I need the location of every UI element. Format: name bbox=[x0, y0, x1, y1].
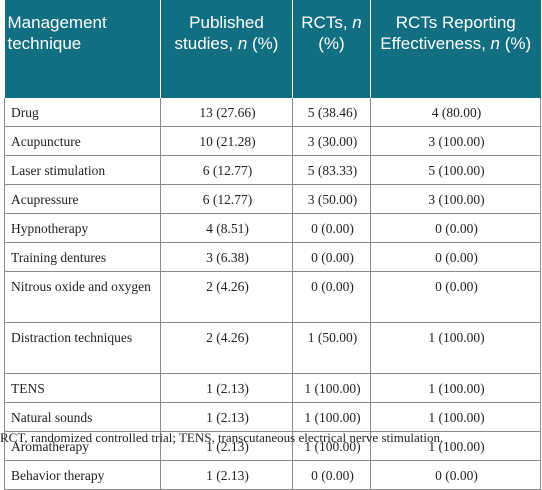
cell-technique: Hypnotherapy bbox=[4, 213, 161, 243]
table-header: Management technique Published studies, … bbox=[4, 0, 541, 98]
cell-effective: 5 (100.00) bbox=[370, 155, 541, 185]
cell-rcts: 1 (100.00) bbox=[292, 373, 371, 403]
cell-rcts: 1 (50.00) bbox=[292, 322, 371, 374]
management-technique-table: Management technique Published studies, … bbox=[4, 0, 541, 490]
header-published-studies-n: n bbox=[237, 34, 248, 53]
table-row: Natural sounds 1 (2.13) 1 (100.00) 1 (10… bbox=[4, 402, 541, 432]
cell-rcts: 5 (38.46) bbox=[292, 98, 371, 127]
header-rcts: RCTs, n (%) bbox=[292, 0, 371, 98]
header-rcts-effectiveness-n: n bbox=[490, 34, 501, 53]
table-row: Acupuncture 10 (21.28) 3 (30.00) 3 (100.… bbox=[4, 126, 541, 156]
cell-rcts: 0 (0.00) bbox=[292, 213, 371, 243]
cell-published: 13 (27.66) bbox=[160, 98, 293, 127]
cell-rcts: 3 (30.00) bbox=[292, 126, 371, 156]
header-management-technique: Management technique bbox=[4, 0, 161, 98]
cell-rcts: 3 (50.00) bbox=[292, 184, 371, 214]
cell-technique: TENS bbox=[4, 373, 161, 403]
header-rcts-n: n bbox=[352, 13, 362, 32]
table-row: Hypnotherapy 4 (8.51) 0 (0.00) 0 (0.00) bbox=[4, 213, 541, 243]
cell-technique: Drug bbox=[4, 98, 161, 127]
header-published-studies-pct: (%) bbox=[247, 34, 279, 53]
cell-published: 2 (4.26) bbox=[160, 322, 293, 374]
cell-technique: Natural sounds bbox=[4, 402, 161, 432]
cell-published: 2 (4.26) bbox=[160, 271, 293, 323]
table-row: TENS 1 (2.13) 1 (100.00) 1 (100.00) bbox=[4, 373, 541, 403]
cell-effective: 3 (100.00) bbox=[370, 126, 541, 156]
cell-rcts: 0 (0.00) bbox=[292, 460, 371, 490]
cell-effective: 0 (0.00) bbox=[370, 242, 541, 272]
table-row: Training dentures 3 (6.38) 0 (0.00) 0 (0… bbox=[4, 242, 541, 272]
cell-effective: 0 (0.00) bbox=[370, 460, 541, 490]
cell-effective: 4 (80.00) bbox=[370, 98, 541, 127]
cell-technique: Acupuncture bbox=[4, 126, 161, 156]
cell-effective: 0 (0.00) bbox=[370, 271, 541, 323]
table-row: Behavior therapy 1 (2.13) 0 (0.00) 0 (0.… bbox=[4, 460, 541, 490]
table-row: Drug 13 (27.66) 5 (38.46) 4 (80.00) bbox=[4, 98, 541, 127]
header-rcts-label: RCTs, bbox=[301, 13, 353, 32]
cell-published: 4 (8.51) bbox=[160, 213, 293, 243]
cell-technique: Training dentures bbox=[4, 242, 161, 272]
cell-published: 10 (21.28) bbox=[160, 126, 293, 156]
table-row: Acupressure 6 (12.77) 3 (50.00) 3 (100.0… bbox=[4, 184, 541, 214]
cell-published: 1 (2.13) bbox=[160, 460, 293, 490]
cell-technique: Nitrous oxide and oxygen bbox=[4, 271, 161, 323]
header-rcts-pct: (%) bbox=[318, 34, 345, 53]
cell-rcts: 1 (100.00) bbox=[292, 402, 371, 432]
cell-rcts: 5 (83.33) bbox=[292, 155, 371, 185]
cell-rcts: 0 (0.00) bbox=[292, 242, 371, 272]
cell-published: 6 (12.77) bbox=[160, 184, 293, 214]
cell-effective: 1 (100.00) bbox=[370, 373, 541, 403]
cell-effective: 1 (100.00) bbox=[370, 322, 541, 374]
cell-published: 1 (2.13) bbox=[160, 402, 293, 432]
header-rcts-effectiveness-pct: (%) bbox=[500, 34, 532, 53]
cell-technique: Laser stimulation bbox=[4, 155, 161, 185]
table-row: Nitrous oxide and oxygen 2 (4.26) 0 (0.0… bbox=[4, 271, 541, 323]
cell-effective: 1 (100.00) bbox=[370, 402, 541, 432]
cell-published: 1 (2.13) bbox=[160, 373, 293, 403]
header-row: Management technique Published studies, … bbox=[4, 0, 541, 98]
table-row: Laser stimulation 6 (12.77) 5 (83.33) 5 … bbox=[4, 155, 541, 185]
cell-rcts: 0 (0.00) bbox=[292, 271, 371, 323]
cell-technique: Distraction techniques bbox=[4, 322, 161, 374]
cell-effective: 0 (0.00) bbox=[370, 213, 541, 243]
cell-effective: 3 (100.00) bbox=[370, 184, 541, 214]
cell-published: 6 (12.77) bbox=[160, 155, 293, 185]
header-rcts-effectiveness-label: RCTs Reporting Effectiveness, bbox=[380, 13, 516, 53]
table-footnote: RCT, randomized controlled trial; TENS, … bbox=[0, 430, 444, 445]
cell-technique: Behavior therapy bbox=[4, 460, 161, 490]
cell-technique: Acupressure bbox=[4, 184, 161, 214]
header-published-studies: Published studies, n (%) bbox=[160, 0, 293, 98]
table-row: Distraction techniques 2 (4.26) 1 (50.00… bbox=[4, 322, 541, 374]
header-published-studies-label: Published studies, bbox=[174, 13, 264, 53]
header-rcts-effectiveness: RCTs Reporting Effectiveness, n (%) bbox=[370, 0, 541, 98]
cell-published: 3 (6.38) bbox=[160, 242, 293, 272]
